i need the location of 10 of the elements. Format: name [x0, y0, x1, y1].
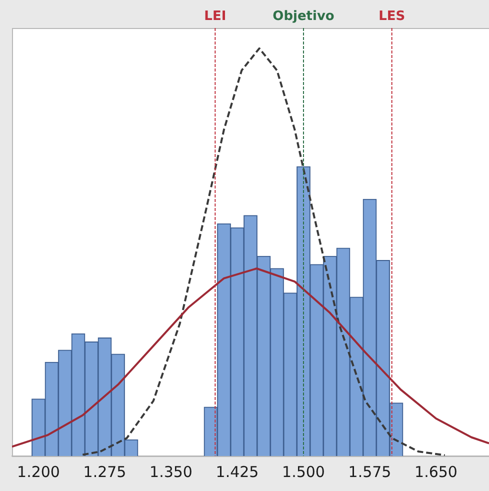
x-tick-label: 1.650: [414, 462, 458, 481]
ref-line-label: Objetivo: [272, 8, 334, 24]
x-tick-label: 1.575: [348, 462, 392, 481]
x-tick-label: 1.425: [216, 462, 259, 481]
x-tick-label: 1.200: [17, 462, 60, 481]
x-tick-label: 1.275: [83, 462, 126, 481]
x-tick-label: 1.350: [150, 462, 192, 481]
ref-line-label: LES: [378, 8, 406, 24]
x-tick-label: 1.500: [282, 462, 325, 481]
ref-line-label: LEI: [204, 8, 226, 24]
